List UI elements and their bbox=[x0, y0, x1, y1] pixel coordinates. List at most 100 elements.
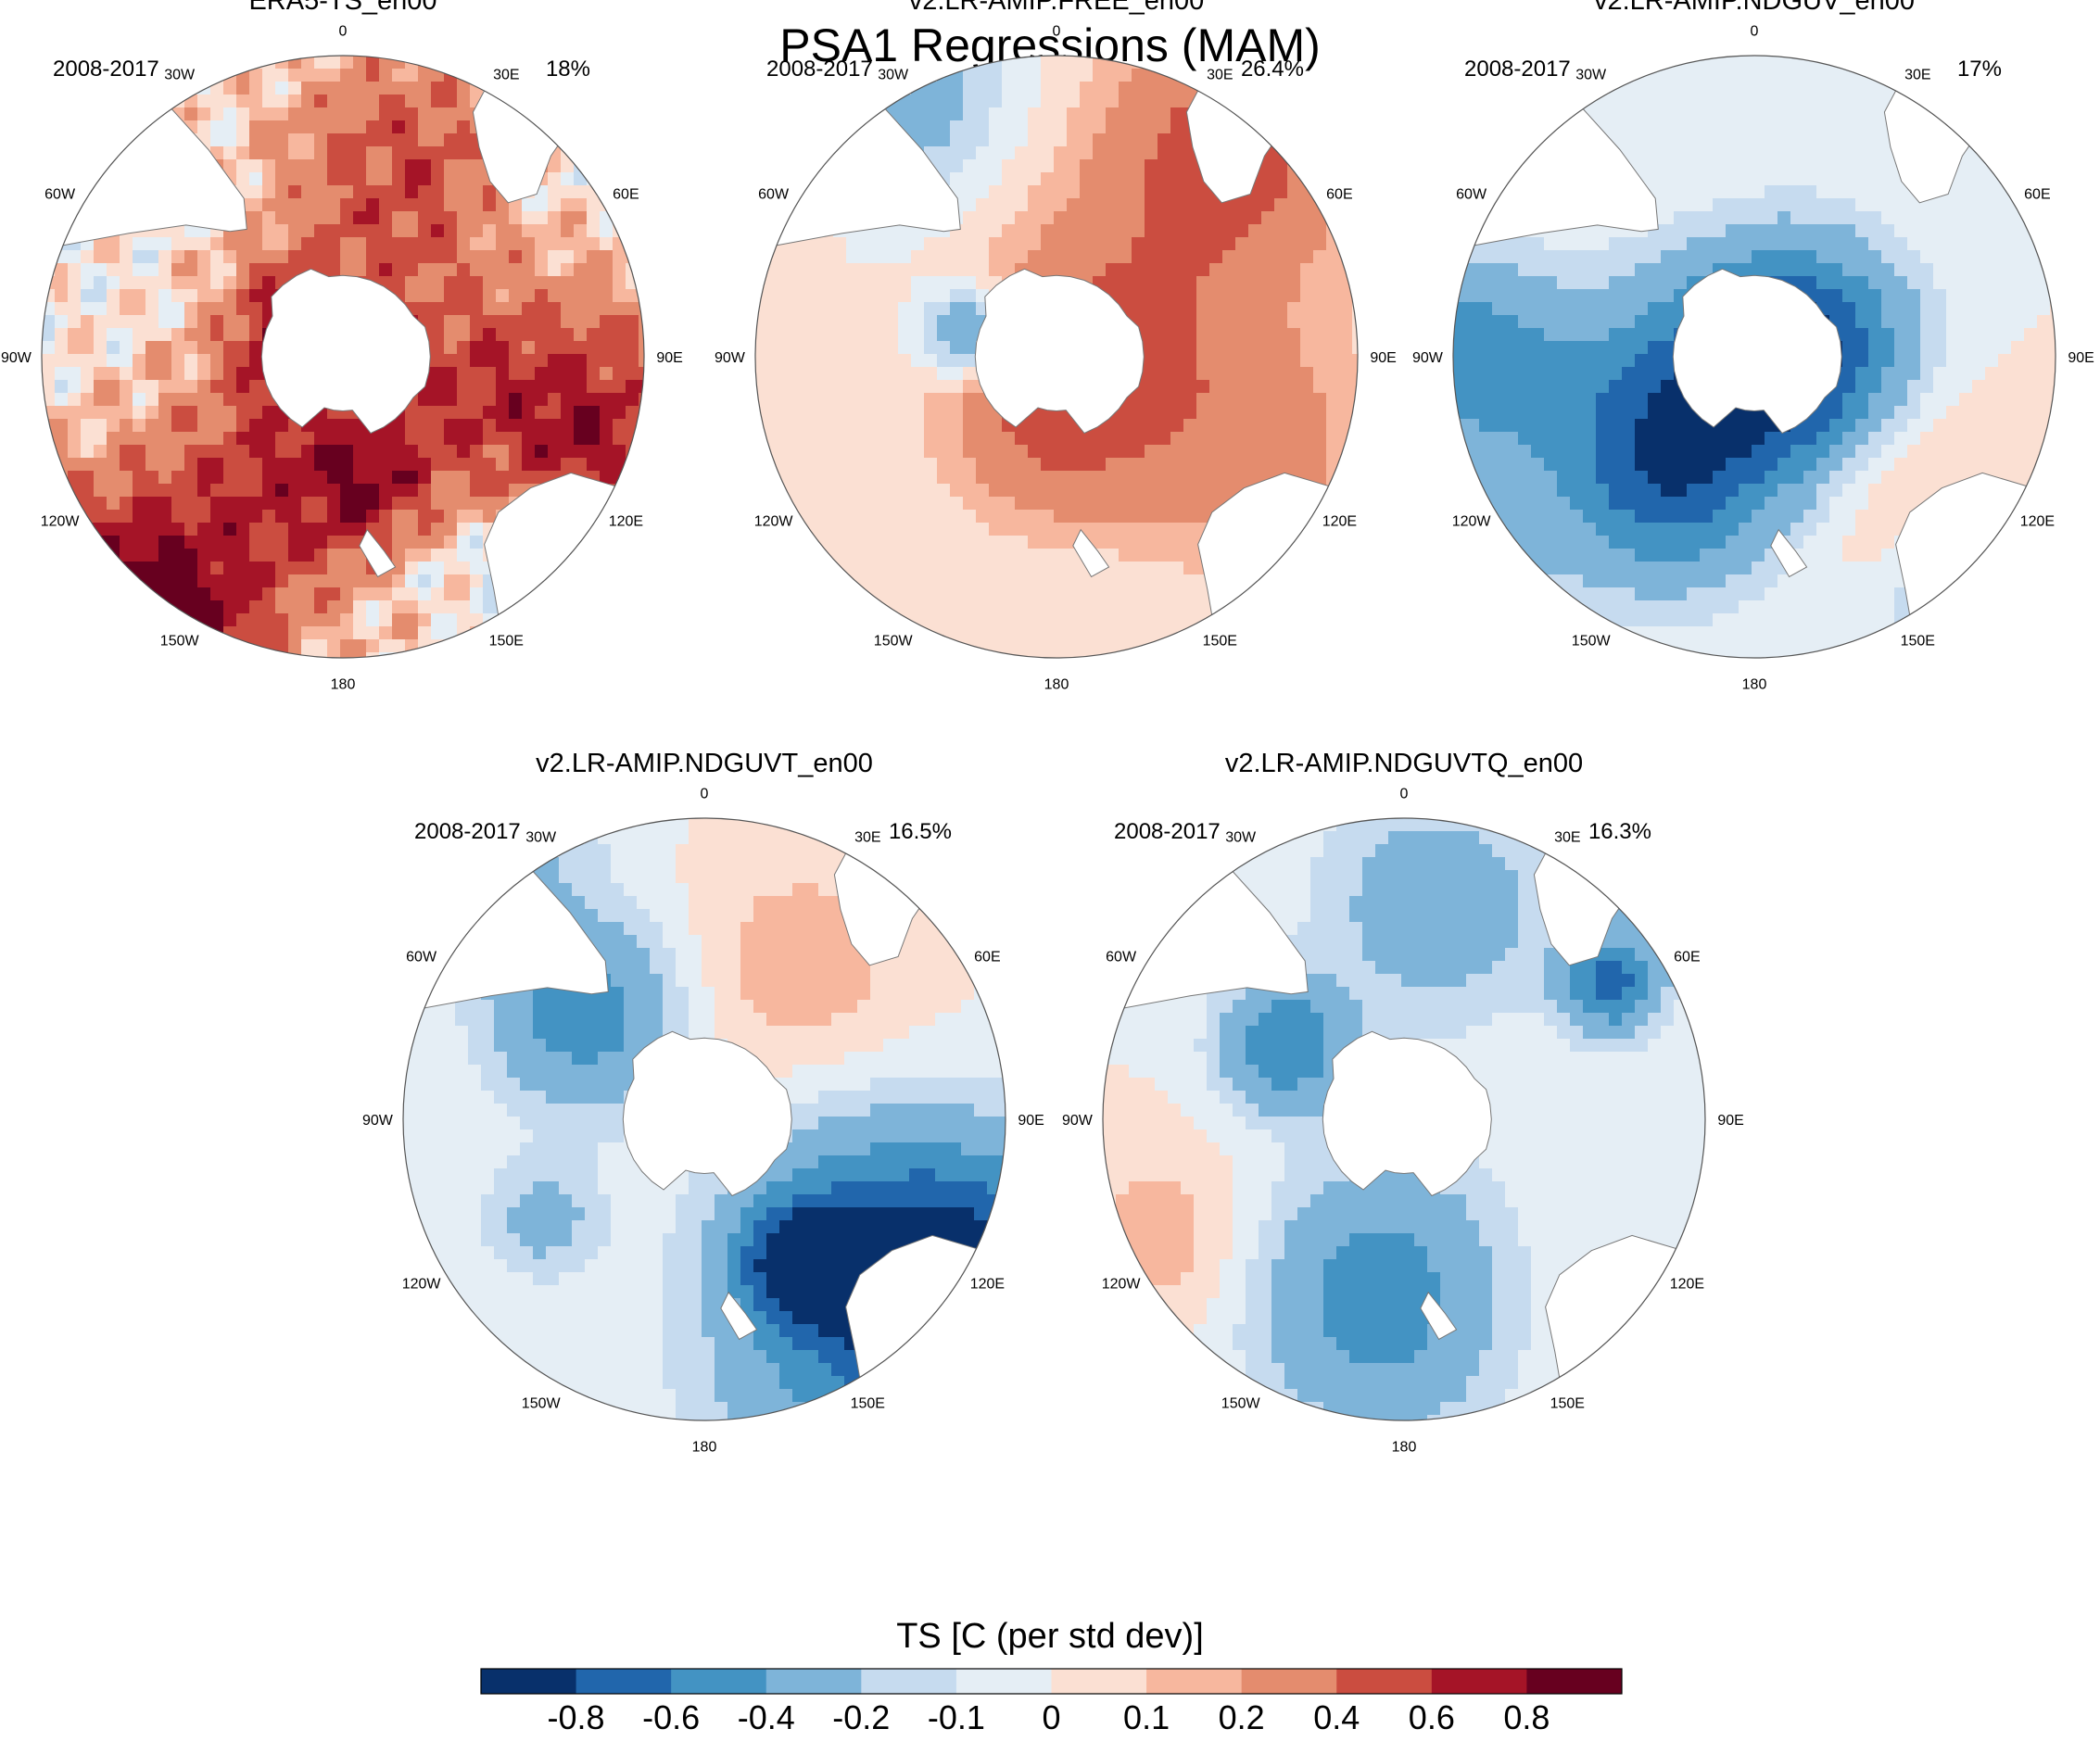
field-cell bbox=[314, 523, 328, 536]
field-cell bbox=[1635, 484, 1649, 498]
field-cell bbox=[133, 510, 146, 524]
field-cell bbox=[898, 562, 912, 575]
field-cell bbox=[1145, 497, 1158, 511]
field-cell bbox=[158, 354, 172, 368]
field-cell bbox=[1145, 367, 1158, 381]
field-cell bbox=[1894, 263, 1908, 277]
field-cell bbox=[366, 639, 380, 653]
field-cell bbox=[1739, 224, 1752, 238]
field-cell bbox=[1985, 406, 1999, 420]
field-cell bbox=[937, 159, 951, 173]
field-cell bbox=[236, 367, 250, 381]
field-cell bbox=[275, 237, 289, 251]
field-cell bbox=[1132, 626, 1145, 640]
field-cell bbox=[1015, 211, 1029, 225]
field-cell bbox=[94, 250, 108, 264]
field-cell bbox=[1119, 276, 1132, 290]
field-cell bbox=[120, 484, 133, 498]
field-cell bbox=[1752, 120, 1765, 134]
field-cell bbox=[1933, 380, 1947, 394]
field-cell bbox=[457, 263, 471, 277]
field-cell bbox=[301, 95, 315, 108]
field-cell bbox=[1635, 120, 1649, 134]
field-cell bbox=[366, 600, 380, 614]
field-cell bbox=[2037, 458, 2051, 472]
field-cell bbox=[1080, 587, 1094, 601]
field-cell bbox=[1894, 458, 1908, 472]
field-cell bbox=[457, 497, 471, 511]
field-cell bbox=[1622, 445, 1636, 459]
field-cell bbox=[353, 471, 367, 485]
field-cell bbox=[1093, 107, 1107, 121]
field-cell bbox=[1959, 445, 1973, 459]
field-cell bbox=[483, 328, 497, 342]
field-cell bbox=[1015, 600, 1029, 614]
field-cell bbox=[1635, 393, 1649, 407]
field-cell bbox=[314, 95, 328, 108]
field-cell bbox=[911, 354, 925, 368]
field-cell bbox=[171, 354, 185, 368]
field-cell bbox=[145, 302, 159, 316]
field-cell bbox=[340, 574, 354, 588]
field-cell bbox=[561, 237, 575, 251]
field-cell bbox=[94, 367, 108, 381]
field-cell bbox=[872, 574, 886, 588]
field-cell bbox=[1479, 250, 1493, 264]
field-cell bbox=[950, 510, 964, 524]
field-cell bbox=[639, 315, 644, 329]
field-cell bbox=[405, 172, 419, 186]
field-cell bbox=[223, 432, 237, 446]
field-cell bbox=[275, 159, 289, 173]
field-cell bbox=[1222, 367, 1236, 381]
field-cell bbox=[197, 354, 211, 368]
field-cell bbox=[1028, 198, 1042, 212]
field-cell bbox=[94, 484, 108, 498]
field-cell bbox=[872, 250, 886, 264]
field-cell bbox=[1054, 185, 1068, 199]
field-cell bbox=[1739, 211, 1752, 225]
field-cell bbox=[1946, 315, 1960, 329]
field-cell bbox=[600, 302, 614, 316]
field-cell bbox=[1183, 380, 1197, 394]
field-cell bbox=[1041, 82, 1055, 95]
field-cell bbox=[1674, 107, 1688, 121]
field-cell bbox=[1855, 237, 1869, 251]
field-cell bbox=[353, 523, 367, 536]
field-cell bbox=[859, 380, 873, 394]
field-cell bbox=[1170, 328, 1184, 342]
field-cell bbox=[1196, 380, 1210, 394]
field-cell bbox=[1132, 172, 1145, 186]
field-cell bbox=[548, 328, 562, 342]
field-cell bbox=[1972, 445, 1986, 459]
field-cell bbox=[1700, 250, 1714, 264]
field-cell bbox=[1158, 510, 1171, 524]
field-cell bbox=[1106, 211, 1120, 225]
field-cell bbox=[937, 393, 951, 407]
field-cell bbox=[1235, 432, 1249, 446]
field-cell bbox=[1985, 289, 1999, 303]
field-cell bbox=[457, 133, 471, 147]
field-cell bbox=[249, 600, 263, 614]
field-cell bbox=[1726, 159, 1739, 173]
field-cell bbox=[1842, 419, 1856, 433]
field-cell bbox=[249, 471, 263, 485]
field-cell bbox=[1622, 315, 1636, 329]
field-cell bbox=[418, 445, 432, 459]
field-cell bbox=[444, 445, 458, 459]
field-cell bbox=[1170, 107, 1184, 121]
field-cell bbox=[859, 354, 873, 368]
field-cell bbox=[496, 211, 510, 225]
field-cell bbox=[1145, 185, 1158, 199]
field-cell bbox=[145, 393, 159, 407]
field-cell bbox=[1170, 133, 1184, 147]
field-cell bbox=[1752, 250, 1765, 264]
field-cell bbox=[1855, 315, 1869, 329]
field-cell bbox=[989, 107, 1003, 121]
field-cell bbox=[210, 367, 224, 381]
field-cell bbox=[470, 328, 484, 342]
field-cell bbox=[288, 172, 302, 186]
field-cell bbox=[431, 536, 445, 549]
field-cell bbox=[1933, 354, 1947, 368]
field-cell bbox=[1998, 432, 2012, 446]
field-cell bbox=[1855, 380, 1869, 394]
